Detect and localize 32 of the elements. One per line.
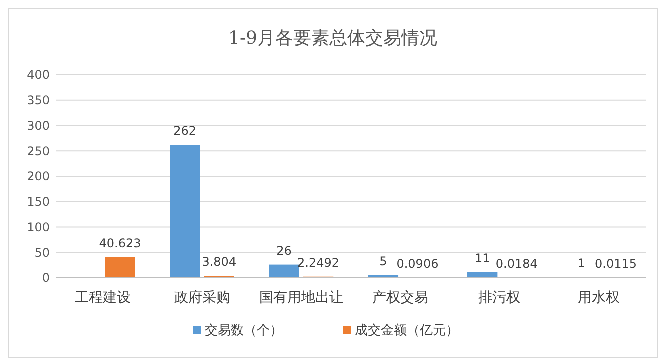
legend-label: 交易数（个） xyxy=(205,322,283,339)
bar xyxy=(170,145,200,278)
x-tick-label: 用水权 xyxy=(578,290,620,306)
y-tick-label: 100 xyxy=(27,220,50,234)
bar xyxy=(269,264,300,278)
x-tick-label: 政府采购 xyxy=(174,290,230,306)
y-tick-label: 50 xyxy=(34,246,50,260)
x-tick-label: 工程建设 xyxy=(75,290,132,306)
data-label: 2.2492 xyxy=(298,256,340,270)
data-label: 262 xyxy=(174,124,197,138)
data-label: 0.0906 xyxy=(396,256,439,271)
chart-title: 1-9月各要素总体交易情况 xyxy=(228,28,438,49)
legend-label: 成交金额（亿元） xyxy=(355,322,459,339)
y-tick-label: 250 xyxy=(27,144,50,158)
y-tick-label: 0 xyxy=(42,271,50,286)
y-tick-label: 350 xyxy=(27,94,50,108)
data-label: 3.804 xyxy=(202,255,237,270)
bar xyxy=(105,257,136,278)
data-label: 0.0115 xyxy=(595,256,638,271)
y-tick-label: 400 xyxy=(27,68,50,82)
x-tick-label: 产权交易 xyxy=(372,290,429,306)
y-tick-label: 200 xyxy=(27,170,50,184)
x-tick-label: 排污权 xyxy=(478,290,521,306)
data-label: 0.0184 xyxy=(496,256,538,271)
y-tick-label: 150 xyxy=(27,195,50,210)
data-label: 26 xyxy=(276,244,292,258)
y-tick-label: 300 xyxy=(27,118,50,133)
data-label: 1 xyxy=(578,256,586,270)
data-label: 40.623 xyxy=(99,236,142,250)
data-label: 5 xyxy=(380,254,388,268)
data-label: 11 xyxy=(474,251,490,266)
x-tick-label: 国有用地出让 xyxy=(259,290,344,306)
